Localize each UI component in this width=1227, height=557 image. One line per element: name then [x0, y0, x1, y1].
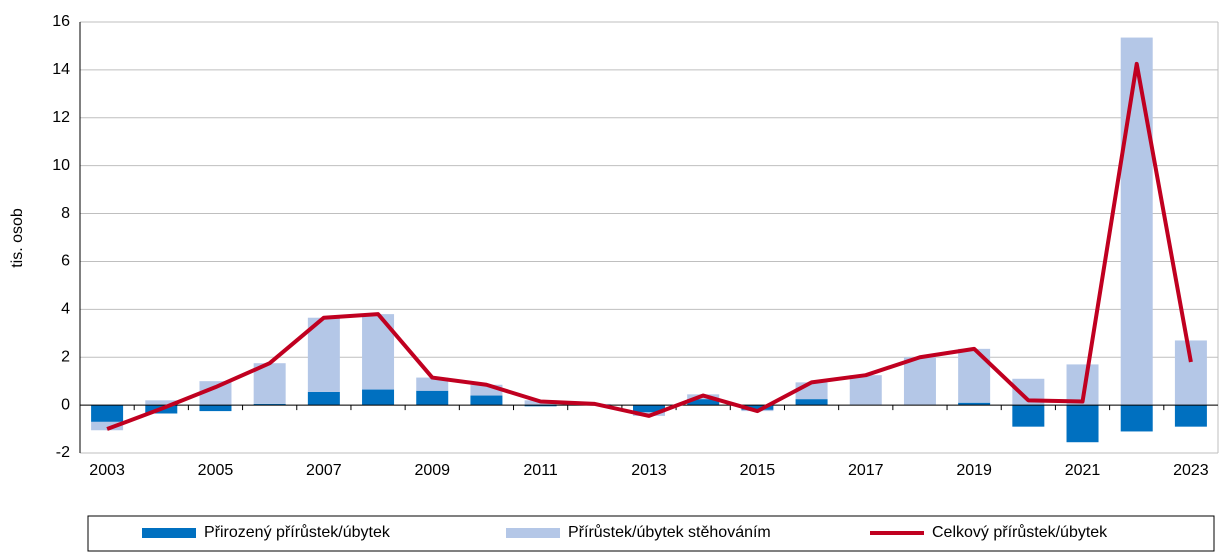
legend-label: Celkový přírůstek/úbytek — [932, 523, 1108, 541]
bar — [795, 399, 828, 406]
bar — [145, 400, 178, 406]
x-tick-label: 2003 — [89, 462, 125, 479]
x-tick-label: 2005 — [198, 462, 234, 479]
x-tick-label: 2017 — [848, 462, 884, 479]
y-tick-label: 12 — [52, 109, 70, 126]
bar — [199, 381, 232, 406]
bar — [91, 405, 124, 422]
legend-box — [87, 515, 1215, 552]
x-tick-label: 2011 — [523, 462, 558, 479]
bar — [795, 382, 828, 400]
bar — [253, 403, 286, 406]
bar — [1174, 405, 1207, 427]
bar — [1120, 405, 1153, 432]
bar — [958, 402, 991, 406]
bar — [633, 405, 665, 413]
bar — [307, 391, 340, 406]
y-tick-label: 4 — [61, 301, 70, 318]
bar — [524, 405, 557, 407]
bar — [687, 399, 720, 406]
legend-label: Přírůstek/úbytek stěhováním — [568, 523, 771, 541]
bar — [470, 395, 503, 406]
line — [106, 61, 1193, 431]
y-tick-label: 2 — [61, 348, 70, 365]
bar — [416, 390, 449, 406]
legend-swatch — [506, 528, 560, 538]
y-tick-label: 10 — [52, 157, 70, 174]
x-tick-label: 2013 — [631, 462, 667, 479]
bar — [903, 357, 936, 406]
x-tick-label: 2023 — [1173, 462, 1209, 479]
bar — [199, 405, 232, 412]
bar — [1174, 340, 1207, 406]
y-tick-label: 0 — [61, 396, 70, 413]
bar — [362, 389, 395, 406]
y-tick-label: 16 — [52, 13, 70, 30]
bar — [307, 317, 340, 392]
y-tick-label: -2 — [56, 444, 70, 461]
y-tick-label: 8 — [61, 205, 70, 222]
y-tick-label: 14 — [52, 61, 70, 78]
bar — [470, 384, 503, 396]
legend-swatch — [142, 528, 196, 538]
x-tick-label: 2019 — [956, 462, 992, 479]
x-tick-label: 2015 — [740, 462, 776, 479]
y-axis-title: tis. osob — [9, 208, 26, 268]
x-tick-label: 2009 — [414, 462, 450, 479]
bar — [741, 405, 774, 410]
legend-label: Přirozený přírůstek/úbytek — [204, 523, 391, 541]
bar — [91, 421, 124, 431]
y-tick-label: 6 — [61, 253, 70, 270]
bar — [1012, 405, 1045, 427]
bar — [416, 377, 449, 391]
bar — [1120, 37, 1153, 406]
x-tick-label: 2007 — [306, 462, 342, 479]
bar — [1066, 405, 1099, 443]
bar — [849, 375, 882, 406]
x-tick-label: 2021 — [1065, 462, 1101, 479]
